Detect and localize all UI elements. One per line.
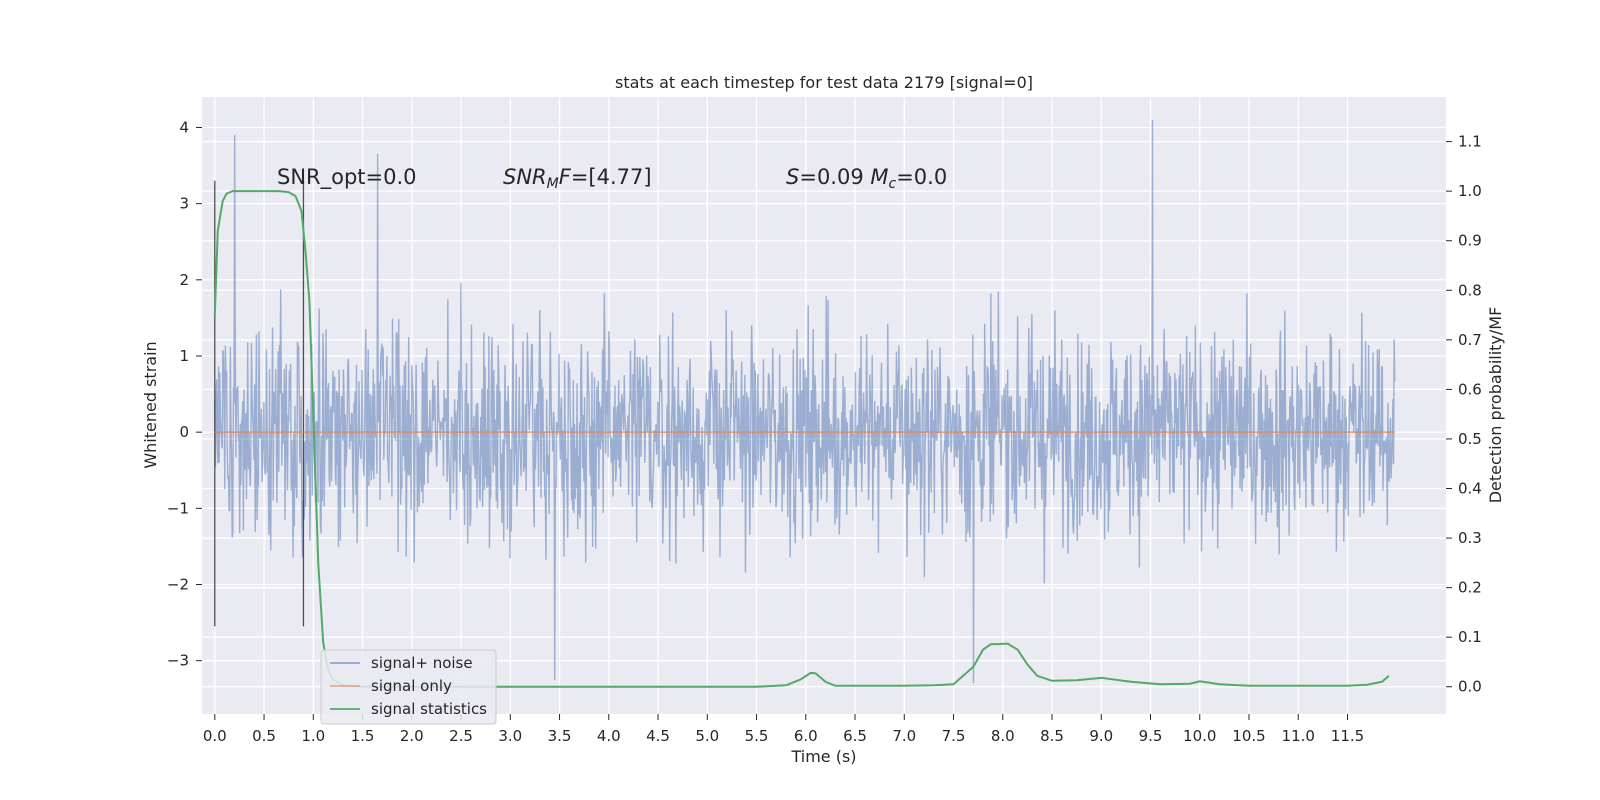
x-tick-label: 0.5 xyxy=(252,727,276,745)
signal-noise-series xyxy=(214,119,1396,684)
signal-statistics-series xyxy=(213,190,1390,688)
x-tick-label: 6.5 xyxy=(843,727,867,745)
y-tick-label: −3 xyxy=(167,652,189,670)
y2-tick-label: 0.6 xyxy=(1458,380,1482,398)
y2-axis-label: Detection probability/MF xyxy=(1486,307,1505,504)
x-tick-label: 5.0 xyxy=(695,727,719,745)
legend-box xyxy=(320,649,497,725)
x-tick-label: 11.5 xyxy=(1331,727,1364,745)
x-axis-ticks: 0.0 0.5 1.0 1.5 2.0 2.5 3.0 3.5 4.0 4.5 5.0 5.5 6.0 6… xyxy=(203,714,1364,745)
y2-tick-label: 1.1 xyxy=(1458,133,1482,151)
x-tick-label: 9.5 xyxy=(1139,727,1163,745)
y2-tick-label: 0.7 xyxy=(1458,331,1482,349)
chart-title: stats at each timestep for test data 217… xyxy=(615,73,1033,92)
x-tick-label: 7.0 xyxy=(892,727,916,745)
legend: signal+ noise signal only signal statist… xyxy=(320,649,497,725)
y2-tick-label: 0.0 xyxy=(1458,678,1482,696)
y2-tick-label: 0.8 xyxy=(1458,281,1482,299)
window-markers xyxy=(214,180,305,627)
annotation-snr-mf: SNRMF=[4.77] xyxy=(503,165,652,192)
x-tick-label: 6.0 xyxy=(794,727,818,745)
y-tick-label: 1 xyxy=(179,347,189,365)
y-axis-ticks: −3 −2 −1 0 1 2 3 4 xyxy=(167,118,202,670)
x-tick-label: 4.0 xyxy=(597,727,621,745)
x-tick-label: 3.5 xyxy=(548,727,572,745)
legend-label-stats: signal statistics xyxy=(371,700,487,718)
y-tick-label: 3 xyxy=(179,195,189,213)
y-tick-label: −2 xyxy=(167,576,189,594)
x-tick-label: 1.5 xyxy=(351,727,375,745)
y2-tick-label: 0.3 xyxy=(1458,529,1482,547)
y-tick-label: 4 xyxy=(179,118,189,136)
x-tick-label: 3.0 xyxy=(498,727,522,745)
x-tick-label: 10.5 xyxy=(1232,727,1265,745)
y2-axis-ticks: 0.0 0.1 0.2 0.3 0.4 0.5 0.6 0.7 0.8 0.9 1.0 1.1 xyxy=(1446,133,1482,696)
annotations: SNR_opt=0.0 SNRMF=[4.77] S=0.09 Mc=0.0 xyxy=(277,165,947,192)
x-tick-label: 2.5 xyxy=(449,727,473,745)
y-tick-label: 0 xyxy=(179,423,189,441)
y2-tick-label: 1.0 xyxy=(1458,182,1482,200)
x-tick-label: 4.5 xyxy=(646,727,670,745)
x-tick-label: 5.5 xyxy=(745,727,769,745)
x-tick-label: 2.0 xyxy=(400,727,424,745)
y2-tick-label: 0.2 xyxy=(1458,579,1482,597)
x-tick-label: 9.0 xyxy=(1089,727,1113,745)
y2-tick-label: 0.5 xyxy=(1458,430,1482,448)
x-tick-label: 8.5 xyxy=(1040,727,1064,745)
x-tick-label: 1.0 xyxy=(301,727,325,745)
y2-tick-label: 0.1 xyxy=(1458,628,1482,646)
x-tick-label: 7.5 xyxy=(942,727,966,745)
noise-trace xyxy=(214,119,1396,684)
legend-label-signal: signal only xyxy=(371,677,452,695)
x-tick-label: 11.0 xyxy=(1282,727,1315,745)
x-tick-label: 10.0 xyxy=(1183,727,1216,745)
x-tick-label: 0.0 xyxy=(203,727,227,745)
y-tick-label: −1 xyxy=(167,499,189,517)
y2-tick-label: 0.9 xyxy=(1458,232,1482,250)
legend-label-noise: signal+ noise xyxy=(371,654,473,672)
annotation-s-mc: S=0.09 Mc=0.0 xyxy=(786,165,947,192)
x-tick-label: 8.0 xyxy=(991,727,1015,745)
signal-statistics-line xyxy=(213,190,1390,688)
y2-tick-label: 0.4 xyxy=(1458,480,1482,498)
y-tick-label: 2 xyxy=(179,271,189,289)
annotation-snr-opt: SNR_opt=0.0 xyxy=(277,165,417,190)
x-axis-label: Time (s) xyxy=(790,747,856,766)
y-axis-label: Whitened strain xyxy=(141,341,160,468)
